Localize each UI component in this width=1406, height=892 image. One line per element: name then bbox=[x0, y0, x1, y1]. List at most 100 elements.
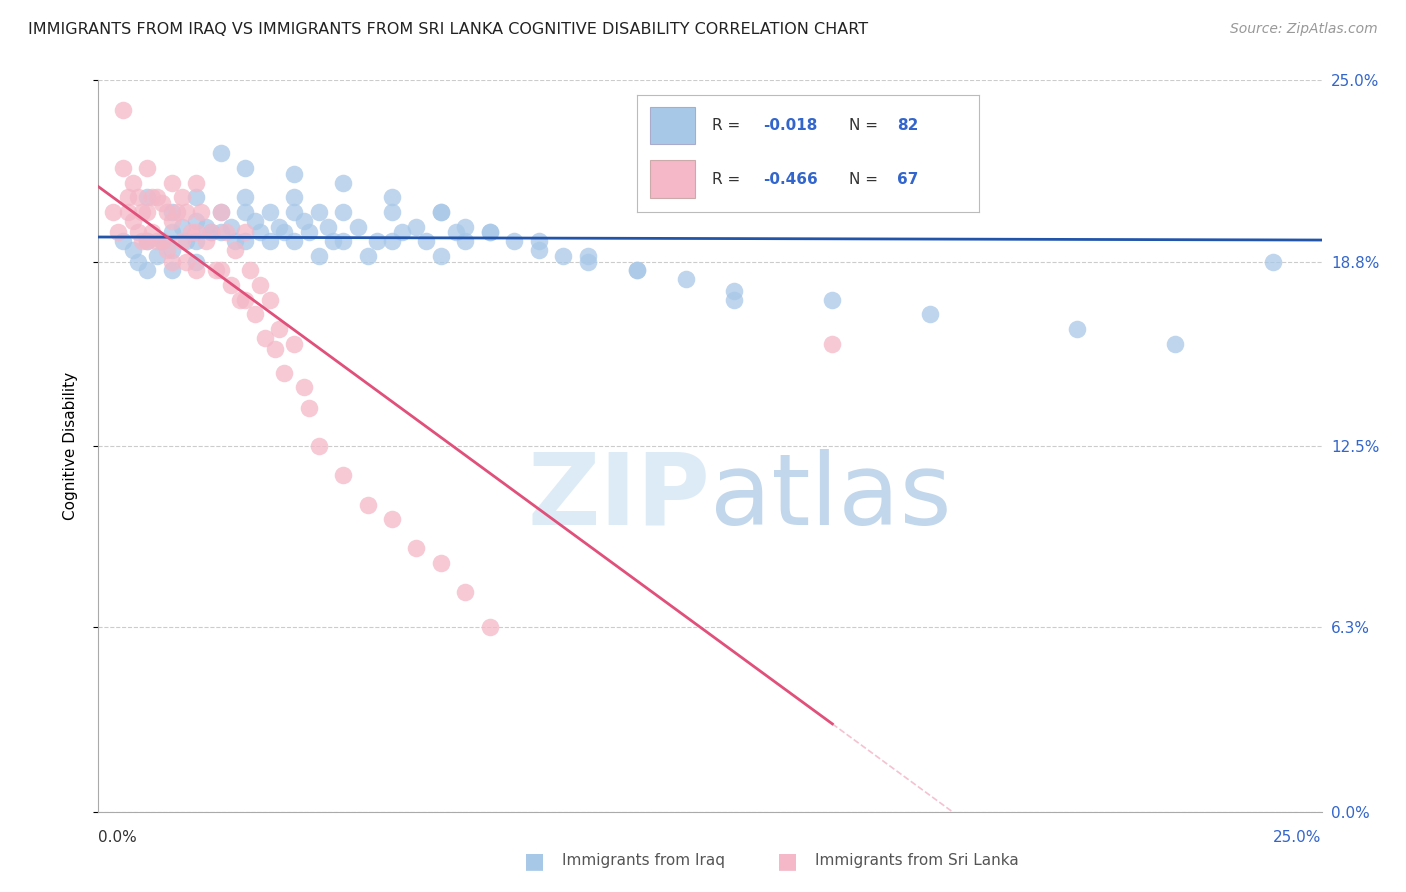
Text: ZIP: ZIP bbox=[527, 449, 710, 546]
Point bbox=[131, 205, 153, 219]
Point bbox=[186, 190, 208, 204]
Point bbox=[356, 249, 378, 263]
Point bbox=[920, 307, 942, 321]
Point bbox=[356, 498, 378, 512]
Point bbox=[283, 234, 305, 248]
Point bbox=[454, 219, 477, 234]
Point bbox=[150, 196, 173, 211]
Point bbox=[346, 219, 368, 234]
Point bbox=[209, 263, 232, 277]
Point bbox=[186, 213, 208, 227]
Text: 0.0%: 0.0% bbox=[98, 830, 138, 845]
Point bbox=[209, 226, 232, 240]
Text: IMMIGRANTS FROM IRAQ VS IMMIGRANTS FROM SRI LANKA COGNITIVE DISABILITY CORRELATI: IMMIGRANTS FROM IRAQ VS IMMIGRANTS FROM … bbox=[28, 22, 869, 37]
Point bbox=[322, 234, 344, 248]
Point bbox=[209, 146, 232, 161]
Point bbox=[160, 263, 183, 277]
Text: atlas: atlas bbox=[710, 449, 952, 546]
Point bbox=[146, 234, 169, 248]
Point bbox=[1066, 322, 1088, 336]
Point bbox=[292, 213, 315, 227]
Point bbox=[136, 234, 159, 248]
Point bbox=[332, 176, 354, 190]
Point bbox=[283, 205, 305, 219]
Point bbox=[1261, 254, 1284, 268]
Text: 25.0%: 25.0% bbox=[1274, 830, 1322, 845]
Point bbox=[224, 243, 246, 257]
Point bbox=[200, 226, 222, 240]
Point bbox=[478, 226, 501, 240]
Point bbox=[273, 226, 295, 240]
Point bbox=[156, 243, 179, 257]
Point bbox=[117, 190, 139, 204]
Point bbox=[233, 234, 256, 248]
Point bbox=[527, 243, 550, 257]
Point bbox=[117, 205, 139, 219]
Point bbox=[308, 249, 330, 263]
Point bbox=[190, 205, 212, 219]
Point bbox=[430, 556, 453, 570]
Point bbox=[391, 226, 413, 240]
Point bbox=[214, 226, 236, 240]
Text: ■: ■ bbox=[524, 851, 544, 871]
Point bbox=[381, 512, 404, 526]
Point bbox=[127, 190, 149, 204]
Point bbox=[298, 226, 321, 240]
Point bbox=[166, 205, 188, 219]
Point bbox=[233, 293, 256, 307]
Point bbox=[141, 190, 163, 204]
Point bbox=[454, 585, 477, 599]
Point bbox=[136, 161, 159, 175]
Point bbox=[269, 322, 291, 336]
Point bbox=[233, 161, 256, 175]
Point bbox=[259, 205, 281, 219]
Point bbox=[150, 234, 173, 248]
Point bbox=[200, 226, 222, 240]
Point bbox=[478, 620, 501, 634]
Point bbox=[821, 293, 844, 307]
Point bbox=[176, 254, 198, 268]
Point bbox=[180, 226, 202, 240]
Point bbox=[101, 205, 124, 219]
Point bbox=[366, 234, 388, 248]
Point bbox=[121, 213, 143, 227]
Point bbox=[111, 103, 134, 117]
Point bbox=[308, 205, 330, 219]
Point bbox=[136, 234, 159, 248]
Point bbox=[478, 226, 501, 240]
Point bbox=[1164, 336, 1187, 351]
Point bbox=[186, 263, 208, 277]
Point bbox=[269, 219, 291, 234]
Point bbox=[503, 234, 526, 248]
Point bbox=[131, 234, 153, 248]
Point bbox=[141, 226, 163, 240]
Point bbox=[576, 254, 599, 268]
Point bbox=[186, 226, 208, 240]
Point bbox=[186, 234, 208, 248]
Text: Immigrants from Sri Lanka: Immigrants from Sri Lanka bbox=[815, 854, 1019, 868]
Point bbox=[127, 254, 149, 268]
Point bbox=[176, 205, 198, 219]
Point bbox=[626, 263, 648, 277]
Point bbox=[233, 190, 256, 204]
Point bbox=[239, 263, 262, 277]
Point bbox=[146, 190, 169, 204]
Point bbox=[146, 249, 169, 263]
Point bbox=[195, 219, 218, 234]
Point bbox=[283, 190, 305, 204]
Point bbox=[186, 254, 208, 268]
Point bbox=[111, 234, 134, 248]
Point bbox=[444, 226, 467, 240]
Point bbox=[259, 234, 281, 248]
Point bbox=[405, 541, 427, 556]
Point bbox=[273, 366, 295, 380]
Point bbox=[430, 205, 453, 219]
Point bbox=[107, 226, 129, 240]
Point bbox=[332, 468, 354, 483]
Point bbox=[298, 401, 321, 415]
Point bbox=[233, 205, 256, 219]
Point bbox=[405, 219, 427, 234]
Point bbox=[176, 234, 198, 248]
Point bbox=[136, 263, 159, 277]
Point bbox=[332, 205, 354, 219]
